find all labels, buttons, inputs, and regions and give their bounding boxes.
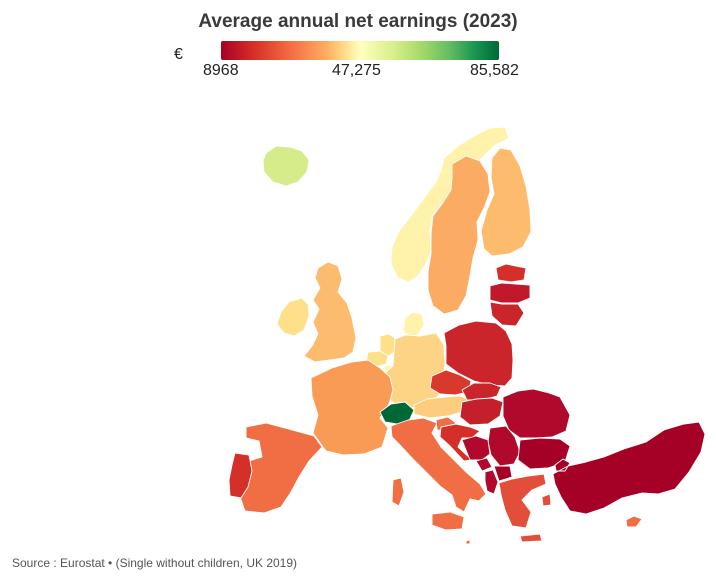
region-united-kingdom[interactable]: United Kingdom <box>303 261 357 363</box>
region-latvia[interactable]: Latvia <box>489 282 531 304</box>
region-estonia[interactable]: Estonia <box>495 263 527 283</box>
legend-max-label: 85,582 <box>470 62 519 79</box>
legend-mid-label: 47,275 <box>332 62 381 79</box>
region-lithuania[interactable]: Lithuania <box>489 301 525 327</box>
region-germany[interactable]: Germany <box>385 332 446 409</box>
region-sweden[interactable]: Sweden <box>427 155 491 315</box>
region-ireland[interactable]: Ireland <box>276 297 310 337</box>
regions-layer: Iceland IrelandUnited Kingdom NorwaySweden… <box>228 126 706 545</box>
region-portugal[interactable]: Portugal <box>228 452 253 499</box>
legend-gradient-bar <box>221 41 499 60</box>
region-france[interactable]: France <box>310 359 394 456</box>
region-cyprus[interactable]: Cyprus <box>625 515 643 528</box>
region-hungary[interactable]: Hungary <box>459 397 504 426</box>
legend-unit: € <box>174 46 183 63</box>
region-finland[interactable]: Finland <box>480 147 532 257</box>
map-svg: Iceland IrelandUnited Kingdom NorwaySweden… <box>228 126 706 545</box>
region-switzerland[interactable]: Switzerland <box>379 401 415 425</box>
region-poland[interactable]: Poland <box>443 320 514 387</box>
region-norway[interactable]: Norway <box>390 126 510 283</box>
region-romania[interactable]: Romania <box>502 388 571 439</box>
europe-choropleth-map: Iceland IrelandUnited Kingdom NorwaySweden… <box>0 90 716 550</box>
region-spain[interactable]: Spain <box>238 422 323 514</box>
region-greece[interactable]: Greece <box>498 473 552 543</box>
region-italy[interactable]: Italy <box>390 417 487 531</box>
region-albania[interactable]: Albania <box>484 469 499 495</box>
region-denmark[interactable]: Denmark <box>402 311 425 338</box>
region-iceland[interactable]: Iceland <box>262 145 310 187</box>
chart-title: Average annual net earnings (2023) <box>198 11 518 32</box>
source-note: Source : Eurostat • (Single without chil… <box>12 556 298 570</box>
region-montenegro[interactable]: Montenegro <box>475 457 493 472</box>
color-legend: € 8968 47,275 85,582 <box>0 0 716 90</box>
region-croatia[interactable]: Croatia <box>439 423 481 462</box>
region-bosnia-and-herzegovina[interactable]: Bosnia and Herzegovina <box>461 435 491 461</box>
legend-min-label: 8968 <box>203 62 239 79</box>
region-malta[interactable]: Malta <box>465 539 471 545</box>
region-north-macedonia[interactable]: North Macedonia <box>493 465 513 482</box>
region-turkey[interactable]: Turkey <box>552 421 706 515</box>
